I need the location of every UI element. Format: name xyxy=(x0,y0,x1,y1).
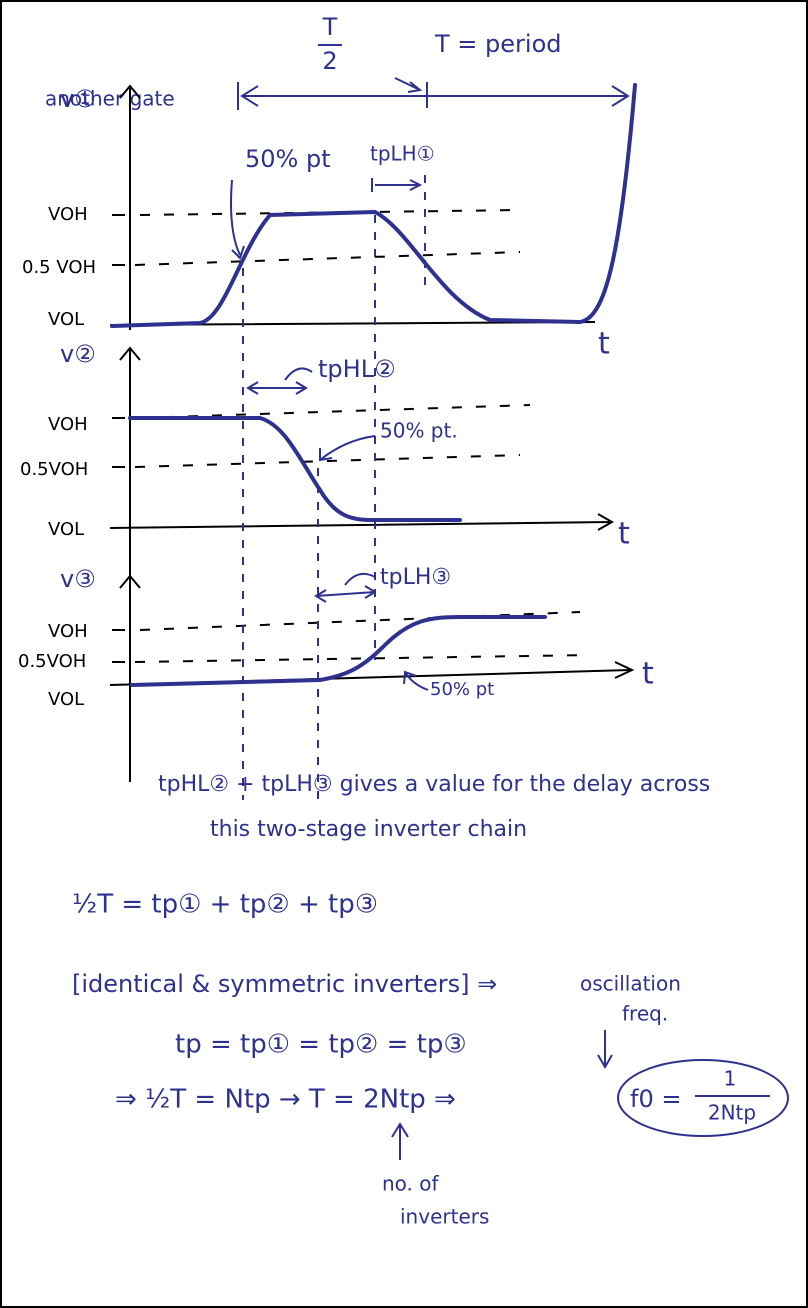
ticks xyxy=(112,417,125,468)
annotation: tpLH③ xyxy=(380,565,451,590)
label: no. of xyxy=(382,1172,440,1196)
waveform xyxy=(130,615,547,687)
leader xyxy=(284,367,313,381)
label: freq. xyxy=(622,1002,668,1026)
arrow xyxy=(394,77,423,93)
note: tpHL② + tpLH③ gives a value for the dela… xyxy=(158,772,710,797)
arrow xyxy=(403,670,429,691)
arrow xyxy=(319,435,376,462)
arrow xyxy=(391,1122,409,1160)
equation: [identical & symmetric inverters] ⇒ xyxy=(72,970,497,998)
label: oscillation xyxy=(580,972,681,996)
level-label: VOL xyxy=(48,689,84,710)
period-label: T = period xyxy=(434,30,561,58)
annotation: 50% pt xyxy=(430,679,494,700)
annotation: tpLH① xyxy=(370,142,435,166)
level-label: 0.5VOH xyxy=(20,459,88,480)
axes xyxy=(109,346,615,580)
period-arrow xyxy=(237,82,630,110)
annotation: tpHL② xyxy=(318,355,396,383)
level-label: 0.5VOH xyxy=(18,651,86,672)
half-period-num: T xyxy=(322,13,338,41)
level-label: VOL xyxy=(48,309,84,330)
delay-arrow xyxy=(246,381,308,395)
delay-arrow xyxy=(371,178,423,192)
result-num: 1 xyxy=(724,1067,737,1091)
level-label: 0.5 VOH xyxy=(22,257,96,278)
level-guide xyxy=(134,209,521,266)
annotation: 50% pt. xyxy=(380,419,458,443)
level-label: VOH xyxy=(48,621,88,642)
arrow xyxy=(230,179,245,260)
level-label: VOH xyxy=(48,414,88,435)
x-label: t xyxy=(598,327,610,362)
ticks xyxy=(112,214,125,266)
x-label: t xyxy=(642,657,654,692)
axes xyxy=(109,574,635,782)
gate-label: another gate xyxy=(45,87,175,111)
equation: ½T = tp① + tp② + tp③ xyxy=(72,890,378,920)
leader xyxy=(344,572,376,586)
label: inverters xyxy=(400,1205,489,1229)
half-period-den: 2 xyxy=(322,47,337,75)
level-label: VOH xyxy=(48,204,88,225)
equation: tp = tp① = tp② = tp③ xyxy=(175,1030,467,1060)
waveform xyxy=(110,83,637,328)
annotation: 50% pt xyxy=(245,145,331,173)
ticks xyxy=(112,629,125,663)
note: this two-stage inverter chain xyxy=(210,817,527,842)
y-label: v③ xyxy=(60,565,96,593)
y-label: v② xyxy=(60,340,96,368)
level-label: VOL xyxy=(48,519,84,540)
result-lhs: f0 = xyxy=(630,1085,681,1113)
level-guide xyxy=(134,404,531,468)
x-label: t xyxy=(618,517,630,552)
result-box xyxy=(617,1059,789,1137)
delay-arrow xyxy=(314,585,376,603)
result-den: 2Ntp xyxy=(708,1101,756,1125)
equation: ⇒ ½T = Ntp → T = 2Ntp ⇒ xyxy=(115,1085,456,1115)
arrow xyxy=(597,1030,613,1069)
y-label: v① xyxy=(60,85,96,113)
waveform xyxy=(128,416,462,522)
